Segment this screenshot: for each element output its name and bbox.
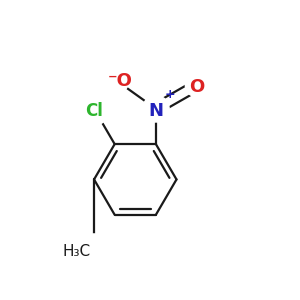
- Text: ⁻O: ⁻O: [107, 72, 132, 90]
- Circle shape: [185, 74, 209, 97]
- Circle shape: [142, 95, 169, 122]
- Text: O: O: [190, 78, 205, 96]
- Circle shape: [78, 234, 110, 266]
- Text: N: N: [148, 102, 164, 120]
- Circle shape: [100, 64, 129, 94]
- Text: Cl: Cl: [85, 102, 103, 120]
- Text: +: +: [164, 88, 175, 100]
- Text: H₃C: H₃C: [63, 244, 91, 259]
- Circle shape: [78, 93, 110, 125]
